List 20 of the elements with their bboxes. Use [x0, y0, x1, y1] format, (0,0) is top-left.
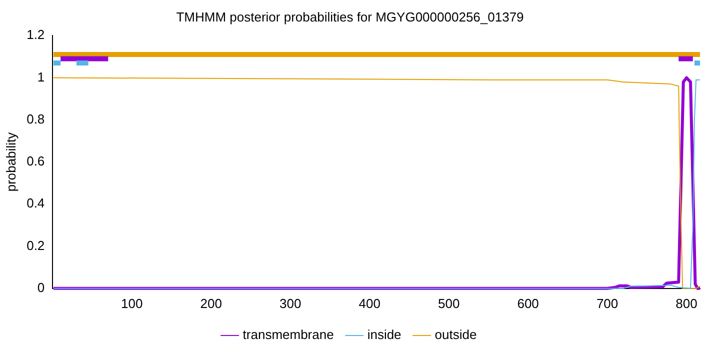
x-tick-label: 500	[438, 296, 460, 311]
y-tick-label: 0.6	[26, 154, 45, 169]
x-tick-label: 200	[200, 296, 222, 311]
x-tick-label: 700	[596, 296, 618, 311]
y-axis-title: probability	[3, 132, 18, 192]
y-tick-label: 0	[37, 280, 45, 295]
legend-label: transmembrane	[242, 327, 334, 342]
legend-label: inside	[367, 327, 402, 342]
x-tick-label: 400	[358, 296, 380, 311]
y-tick-label: 0.2	[26, 238, 45, 253]
legend-label: outside	[434, 327, 477, 342]
y-tick-label: 1	[37, 69, 45, 84]
y-tick-label: 1.2	[26, 27, 45, 42]
y-tick-label: 0.8	[26, 111, 45, 126]
x-tick-label: 100	[121, 296, 143, 311]
y-tick-label: 0.4	[26, 196, 45, 211]
x-tick-label: 800	[676, 296, 698, 311]
x-tick-label: 600	[517, 296, 539, 311]
chart-title: TMHMM posterior probabilities for MGYG000000256_01379	[176, 9, 524, 24]
x-tick-label: 300	[280, 296, 302, 311]
